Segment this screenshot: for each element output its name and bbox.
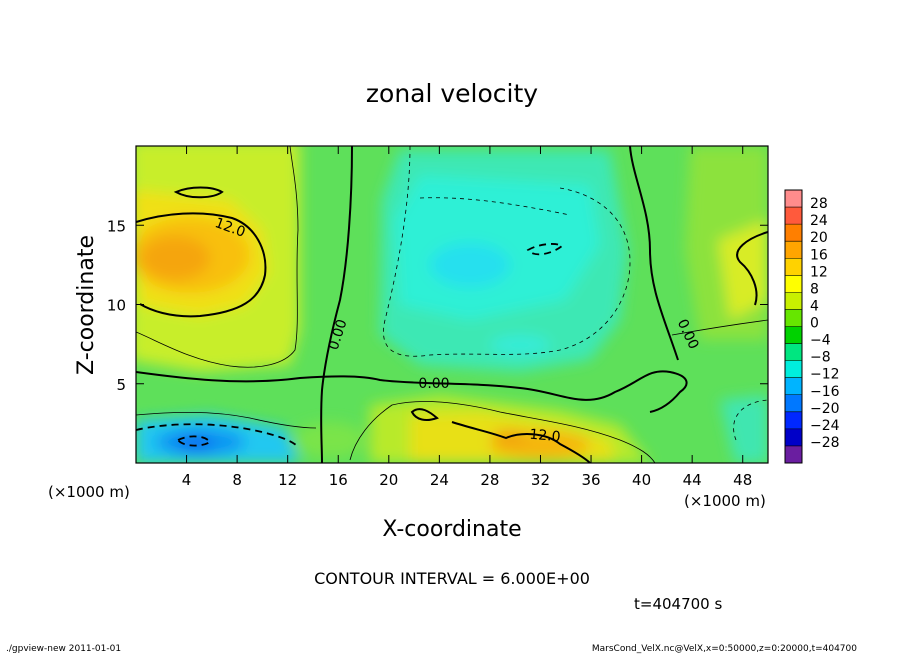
time-label: t=404700 s <box>634 595 722 613</box>
colorbar-label: −28 <box>810 435 840 451</box>
x-tick-label: 36 <box>581 471 600 489</box>
colorbar-label: 12 <box>810 264 828 280</box>
contour-interval-text: CONTOUR INTERVAL = 6.000E+00 <box>314 569 590 588</box>
x-tick-label: 44 <box>683 471 702 489</box>
y-tick-label: 10 <box>107 297 126 315</box>
contour-label: 0.00 <box>418 376 449 392</box>
y-tick-label: 15 <box>107 217 126 235</box>
colorbar-swatch <box>785 394 802 413</box>
x-unit-left: (×1000 m) <box>48 483 130 501</box>
colorbar-label: 4 <box>810 298 819 314</box>
colorbar-swatch <box>785 207 802 225</box>
colorbar-label: −4 <box>810 333 831 349</box>
footer-right: MarsCond_VelX.nc@VelX,x=0:50000,z=0:2000… <box>592 644 857 654</box>
colorbar-label: −12 <box>810 367 840 383</box>
x-tick-label: 40 <box>632 471 651 489</box>
colorbar-swatch <box>785 275 802 293</box>
colorbar-swatch <box>785 292 802 310</box>
colorbar-label: −8 <box>810 350 831 366</box>
heatmap-field <box>136 146 768 463</box>
x-tick-label: 32 <box>531 471 550 489</box>
colorbar-label: −16 <box>810 384 840 400</box>
x-tick-label: 4 <box>182 471 192 489</box>
x-tick-label: 16 <box>329 471 348 489</box>
y-axis: 5 10 15 <box>107 217 768 394</box>
y-tick-label: 5 <box>116 376 126 394</box>
colorbar-swatch <box>785 224 802 242</box>
colorbar-label: 20 <box>810 230 828 246</box>
x-tick-label: 24 <box>430 471 449 489</box>
x-tick-label: 12 <box>278 471 297 489</box>
colorbar-swatch <box>785 326 802 345</box>
contour-label: 12.0 <box>529 427 561 446</box>
colorbar-swatch <box>785 343 802 362</box>
x-axis: 4 8 12 16 20 24 28 32 36 40 44 48 <box>182 146 752 489</box>
x-axis-label: X-coordinate <box>382 517 521 542</box>
colorbar-swatch <box>785 309 802 327</box>
x-unit-right: (×1000 m) <box>684 492 766 510</box>
colorbar-label: 0 <box>810 316 819 332</box>
colorbar-label: 28 <box>810 196 828 212</box>
colorbar-label: 24 <box>810 213 828 229</box>
colorbar-swatch <box>785 445 802 464</box>
colorbar-swatch <box>785 258 802 276</box>
colorbar-label: −20 <box>810 401 840 417</box>
colorbar-label: 8 <box>810 281 819 297</box>
footer-left: ./gpview-new 2011-01-01 <box>6 644 121 654</box>
colorbar-swatch <box>785 190 802 208</box>
x-tick-label: 28 <box>480 471 499 489</box>
x-tick-label: 48 <box>733 471 752 489</box>
contour-lines <box>136 146 768 463</box>
chart-title: zonal velocity <box>366 79 538 108</box>
colorbar-label: −24 <box>810 418 840 434</box>
y-axis-label: Z-coordinate <box>74 235 99 375</box>
x-tick-label: 8 <box>232 471 242 489</box>
colorbar-swatch <box>785 360 802 379</box>
colorbar-swatch <box>785 411 802 430</box>
colorbar-swatch <box>785 428 802 447</box>
colorbar-label: 16 <box>810 247 828 263</box>
colorbar-swatch <box>785 377 802 396</box>
colorbar-swatch <box>785 241 802 259</box>
x-tick-label: 20 <box>379 471 398 489</box>
